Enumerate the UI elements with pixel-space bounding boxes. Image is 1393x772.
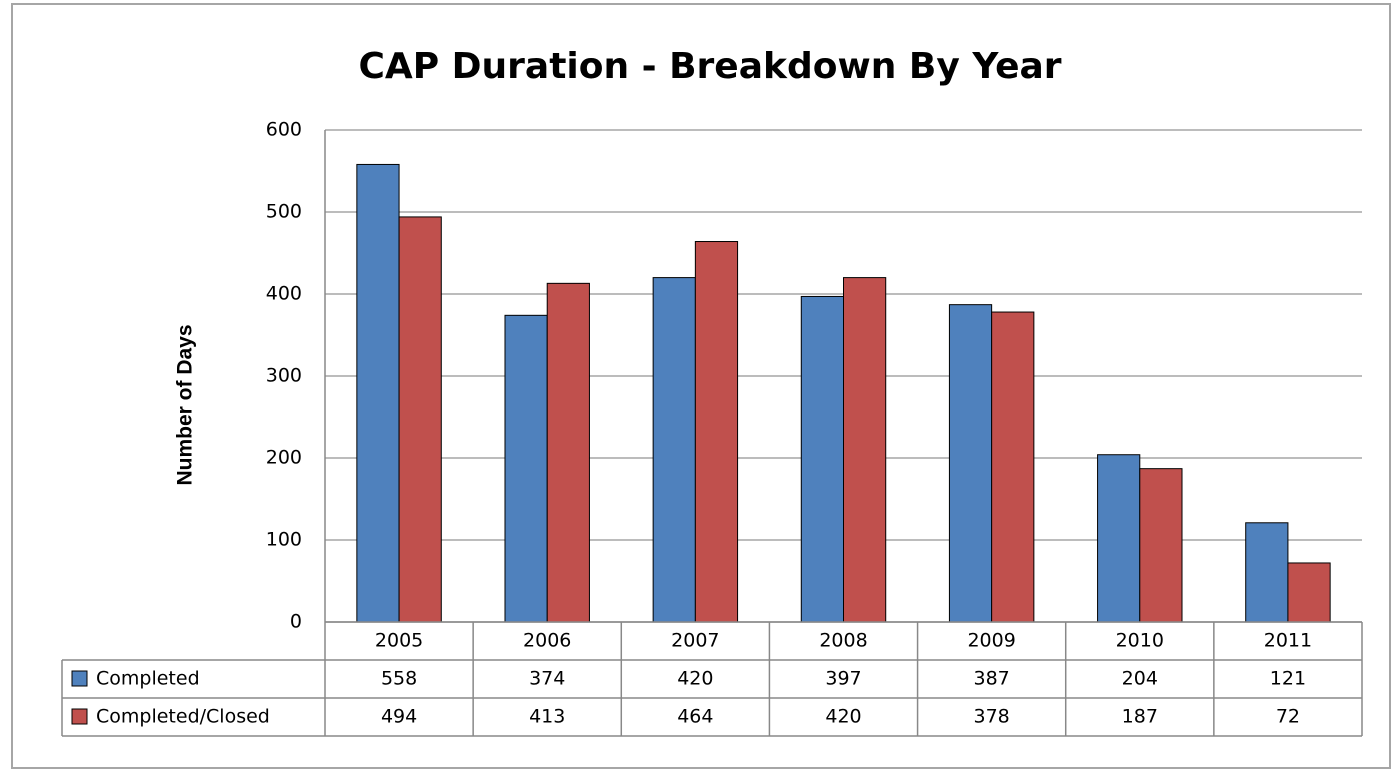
- x-tick-label: 2007: [671, 630, 719, 652]
- legend-key: [71, 708, 88, 725]
- table-value: 420: [825, 706, 861, 728]
- legend-label: Completed: [96, 668, 200, 690]
- y-tick-label: 100: [266, 529, 302, 551]
- table-value: 374: [529, 668, 565, 690]
- table-value: 420: [677, 668, 713, 690]
- table-value: 72: [1276, 706, 1300, 728]
- bar: [948, 304, 993, 623]
- bar: [991, 311, 1035, 623]
- bar: [356, 163, 400, 623]
- legend-key: [71, 670, 88, 687]
- table-value: 378: [974, 706, 1010, 728]
- table-value: 413: [529, 706, 565, 728]
- bar: [652, 277, 696, 623]
- y-axis-label: Number of Days: [174, 324, 197, 485]
- y-tick-label: 600: [266, 119, 302, 141]
- table-value: 187: [1122, 706, 1158, 728]
- table-value: 204: [1122, 668, 1158, 690]
- table-value: 397: [825, 668, 861, 690]
- bar: [1287, 562, 1331, 623]
- bar: [1245, 522, 1289, 623]
- x-tick-label: 2011: [1264, 630, 1312, 652]
- table-value: 464: [677, 706, 713, 728]
- bar: [546, 282, 590, 623]
- bar: [504, 314, 548, 623]
- y-tick-label: 500: [266, 201, 302, 223]
- x-tick-label: 2010: [1116, 630, 1164, 652]
- chart-title: CAP Duration - Breakdown By Year: [358, 46, 1061, 87]
- bar: [843, 277, 887, 623]
- table-value: 387: [974, 668, 1010, 690]
- legend-label: Completed/Closed: [96, 706, 270, 728]
- x-tick-label: 2008: [819, 630, 867, 652]
- table-value: 494: [381, 706, 417, 728]
- bar: [1097, 454, 1141, 623]
- table-value: 558: [381, 668, 417, 690]
- y-tick-label: 200: [266, 447, 302, 469]
- x-tick-label: 2009: [967, 630, 1015, 652]
- table-value: 121: [1270, 668, 1306, 690]
- bar: [1139, 468, 1183, 623]
- bar: [800, 295, 845, 623]
- y-tick-label: 400: [266, 283, 302, 305]
- bar: [694, 241, 739, 623]
- y-tick-label: 0: [290, 611, 302, 633]
- y-tick-label: 300: [266, 365, 302, 387]
- x-tick-label: 2005: [375, 630, 423, 652]
- bar: [398, 216, 442, 623]
- x-tick-label: 2006: [523, 630, 571, 652]
